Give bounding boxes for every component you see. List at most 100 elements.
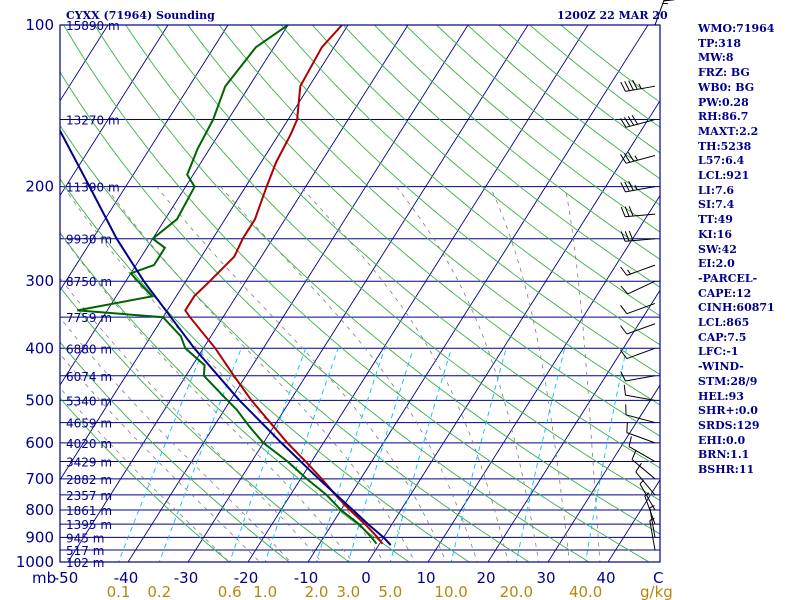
dry-adiabat-line xyxy=(60,397,230,562)
isotherm-line xyxy=(187,25,529,562)
wind-barb xyxy=(620,280,656,295)
dry-adiabat-line xyxy=(156,25,660,469)
dry-adiabat-line xyxy=(280,25,660,346)
height-label: 9930 m xyxy=(66,233,112,247)
dry-adiabat-line xyxy=(342,25,660,288)
pressure-units-label: mb xyxy=(32,569,56,587)
mixing-ratio-label: 3.0 xyxy=(336,583,360,600)
height-label: 5340 m xyxy=(66,394,112,408)
wind-barb xyxy=(620,206,656,218)
height-label: 3429 m xyxy=(66,456,112,470)
temperature-tick-label: 10 xyxy=(416,569,435,587)
temperature-tick-label: -10 xyxy=(294,569,319,587)
height-label: 2357 m xyxy=(66,489,112,503)
pressure-tick-label: 400 xyxy=(25,339,54,357)
stability-index-item: TT:49 xyxy=(698,213,733,227)
stability-index-item: STM:28/9 xyxy=(698,374,758,388)
height-label: 517 m xyxy=(66,544,104,558)
mixing-ratio-line xyxy=(389,348,452,562)
height-label: 1861 m xyxy=(66,504,112,518)
stability-index-item: LCL:921 xyxy=(698,169,750,183)
stability-index-item: CINH:60871 xyxy=(698,301,775,315)
temperature-tick-label: -40 xyxy=(114,569,139,587)
mixing-ratio-label: 20.0 xyxy=(500,583,533,600)
height-label: 8750 m xyxy=(66,275,112,289)
mixing-ratio-label: 10.0 xyxy=(434,583,467,600)
mixing-ratio-line xyxy=(347,348,414,562)
moist-adiabat-line xyxy=(489,186,570,562)
isotherm-line xyxy=(487,289,660,562)
mixing-ratio-line xyxy=(585,348,628,562)
dry-adiabat-line xyxy=(374,25,660,260)
wind-barb xyxy=(620,302,656,315)
stability-index-item: SRDS:129 xyxy=(698,418,760,432)
wind-barb xyxy=(620,347,656,360)
chart-title-left: CYXX (71964) Sounding xyxy=(66,9,215,22)
pressure-tick-label: 1000 xyxy=(16,553,54,571)
mixing-ratio-units-label: g/kg xyxy=(640,583,673,600)
temperature-units-label: C xyxy=(653,569,663,587)
stability-index-item: SHR+:0.0 xyxy=(698,404,758,418)
stability-index-item: WMO:71964 xyxy=(698,22,775,35)
wind-barb xyxy=(639,479,656,511)
wind-barb xyxy=(626,422,656,444)
mixing-ratio-label: 0.1 xyxy=(107,583,131,600)
stability-index-item: BRN:1.1 xyxy=(698,448,750,462)
stability-index-item: WB0: BG xyxy=(698,80,755,94)
height-label: 4659 m xyxy=(66,417,112,431)
stability-index-item: LI:7.6 xyxy=(698,183,735,197)
dry-adiabat-line xyxy=(63,25,651,562)
mixing-ratio-line xyxy=(450,348,507,562)
height-label: 6880 m xyxy=(66,342,112,356)
isotherm-line xyxy=(60,25,289,386)
moist-adiabat-line xyxy=(156,186,447,562)
isotherm-line xyxy=(127,25,469,562)
moist-adiabat-line xyxy=(564,186,601,562)
moist-adiabat-line xyxy=(60,387,230,562)
stability-index-item: CAPE:12 xyxy=(698,286,752,300)
stability-index-item: CAP:7.5 xyxy=(698,330,747,344)
dry-adiabat-line xyxy=(60,341,290,562)
dry-adiabat-line xyxy=(60,124,530,562)
pressure-tick-label: 100 xyxy=(25,16,54,34)
dry-adiabat-line xyxy=(218,25,660,406)
dry-adiabat-line xyxy=(94,25,660,535)
wind-barb xyxy=(625,404,656,424)
mixing-ratio-line xyxy=(264,348,339,562)
moist-adiabat-line xyxy=(60,317,292,562)
isotherm-line xyxy=(60,25,349,481)
height-label: 13270 m xyxy=(66,114,120,128)
mixing-ratio-label: 0.2 xyxy=(147,583,171,600)
moist-adiabat-line xyxy=(60,353,261,562)
pressure-tick-label: 700 xyxy=(25,470,54,488)
dry-adiabat-line xyxy=(249,25,660,376)
stability-index-item: LCL:865 xyxy=(698,316,750,330)
mixing-ratio-line xyxy=(158,348,242,562)
stability-index-item: -WIND- xyxy=(698,360,744,374)
temperature-tick-label: -50 xyxy=(54,569,79,587)
temperature-tick-label: 0 xyxy=(361,569,371,587)
dry-adiabat-line xyxy=(187,25,660,437)
isotherm-line xyxy=(60,25,229,292)
moist-adiabat-line xyxy=(105,186,416,562)
temperature-tick-label: -30 xyxy=(174,569,199,587)
temperature-tick-label: 30 xyxy=(536,569,555,587)
mixing-ratio-label: 1.0 xyxy=(253,583,277,600)
mixing-ratio-label: 40.0 xyxy=(569,583,602,600)
dewpoint-profile xyxy=(77,25,378,545)
wind-barb xyxy=(620,152,656,164)
stability-indices-panel: WMO:71964 TP:318 MW:8 FRZ: BG WB0: BG PW:0.28… xyxy=(698,22,798,478)
stability-index-item: -PARCEL- xyxy=(698,271,758,285)
height-label: 1395 m xyxy=(66,518,112,532)
pressure-tick-label: 600 xyxy=(25,434,54,452)
temperature-tick-label: -20 xyxy=(234,569,259,587)
wind-barb xyxy=(620,180,656,193)
isotherm-line xyxy=(367,99,660,562)
height-label: 6074 m xyxy=(66,370,112,384)
stability-index-item: KI:16 xyxy=(698,227,733,241)
stability-index-item: EHI:0.0 xyxy=(698,433,746,447)
wind-barb xyxy=(620,115,656,128)
stability-index-item: MW:8 xyxy=(698,51,734,65)
temperature-tick-label: 20 xyxy=(476,569,495,587)
plot-frame xyxy=(59,24,661,563)
